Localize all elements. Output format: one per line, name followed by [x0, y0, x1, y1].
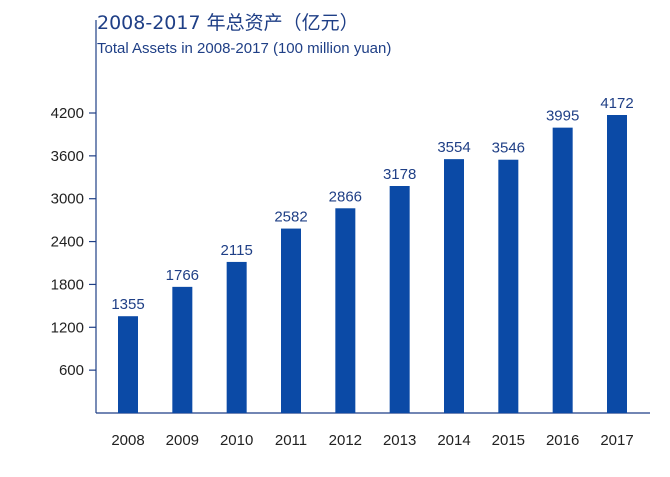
y-tick-label: 2400: [51, 234, 84, 251]
data-label: 3995: [546, 108, 579, 125]
data-label: 1766: [166, 267, 199, 284]
bar: [607, 115, 627, 413]
bar: [389, 186, 410, 413]
bar: [335, 208, 356, 413]
data-label: 1355: [111, 296, 144, 313]
y-tick-label: 600: [59, 362, 84, 379]
bar: [118, 316, 138, 413]
x-tick-label: 2012: [329, 432, 362, 449]
y-tick-label: 3000: [51, 191, 84, 208]
x-tick-label: 2016: [546, 432, 579, 449]
x-tick-label: 2015: [492, 432, 525, 449]
data-label: 3554: [437, 139, 470, 156]
data-label: 2582: [274, 209, 307, 226]
data-label: 3178: [383, 166, 416, 183]
y-tick-label: 3600: [51, 148, 84, 165]
x-tick-label: 2010: [220, 432, 253, 449]
x-tick-label: 2008: [111, 432, 144, 449]
chart-subtitle: Total Assets in 2008-2017 (100 million y…: [97, 40, 392, 57]
y-tick-label: 1200: [51, 319, 84, 336]
x-tick-label: 2009: [166, 432, 199, 449]
x-tick-label: 2014: [437, 432, 470, 449]
data-label: 2115: [221, 242, 253, 259]
bar: [498, 159, 519, 413]
bar: [552, 127, 573, 414]
data-label: 3546: [492, 140, 525, 157]
bar: [226, 261, 247, 413]
bar: [281, 228, 301, 413]
x-tick-label: 2013: [383, 432, 416, 449]
x-tick-label: 2011: [275, 432, 307, 449]
data-label: 4172: [600, 95, 633, 112]
y-tick-label: 4200: [51, 105, 84, 122]
bar: [444, 159, 464, 413]
y-tick-label: 1800: [51, 276, 84, 293]
chart-title: 2008-2017 年总资产（亿元）: [97, 12, 359, 34]
data-label: 2866: [329, 188, 362, 205]
bar: [172, 286, 193, 413]
x-tick-label: 2017: [600, 432, 633, 449]
